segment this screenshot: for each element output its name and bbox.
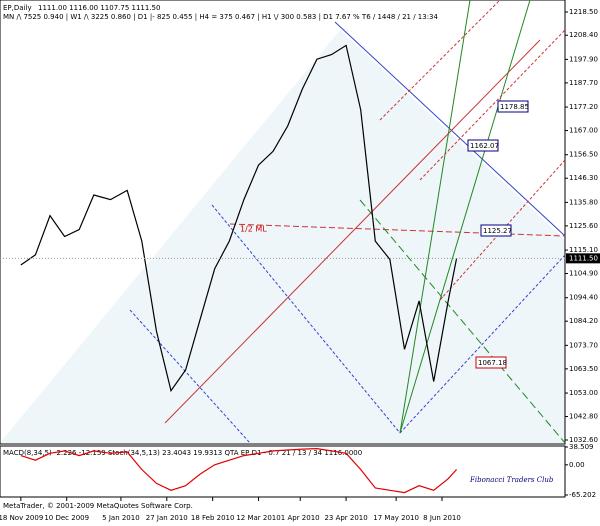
fan-line <box>399 0 471 434</box>
y-tick-label: 1208.40 <box>569 31 598 39</box>
fan-line <box>439 159 566 301</box>
y-tick-label: 1053.00 <box>569 389 598 397</box>
x-tick-label: 18 Nov 2009 <box>0 514 43 522</box>
y-tick-label: 1177.20 <box>569 103 598 111</box>
x-tick-label: 1 Apr 2010 <box>281 514 320 522</box>
series-line <box>20 44 458 393</box>
series-line <box>20 447 458 494</box>
x-tick-label: 27 Jan 2010 <box>146 514 188 522</box>
median-line <box>211 204 401 434</box>
median-line <box>399 254 566 434</box>
x-tick-label: 12 Mar 2010 <box>236 514 280 522</box>
y-tick-label: 1073.70 <box>569 341 598 349</box>
fan-line <box>359 199 566 444</box>
y-tick-label: 1042.80 <box>569 413 598 421</box>
y-tick-label: 38.509 <box>569 443 594 451</box>
y-tick-label: 1167.00 <box>569 127 598 135</box>
panel-frame <box>0 445 566 498</box>
chart-title: EP,Daily <box>3 4 32 12</box>
y-tick-label: 1197.90 <box>569 55 598 63</box>
y-tick-label: 1156.50 <box>569 151 598 159</box>
y-tick-label: 1094.40 <box>569 294 598 302</box>
last-price-label: 1111.50 <box>569 254 598 262</box>
y-tick-label: 1146.30 <box>569 174 598 182</box>
last-price-box <box>566 253 600 264</box>
y-tick-label: 1084.20 <box>569 317 598 325</box>
x-tick-label: 23 Apr 2010 <box>324 514 367 522</box>
y-tick-label: 1032.60 <box>569 436 598 444</box>
y-tick-label: 1135.80 <box>569 198 598 206</box>
fan-line <box>379 0 501 121</box>
ohlc: 1111.00 1116.00 1107.75 1111.50 <box>38 4 160 12</box>
price-boxes: 1178.85 1162.07 1125.27 1067.18 <box>467 100 529 369</box>
y-tick-label: 1063.50 <box>569 365 598 373</box>
y-tick-label: 1104.90 <box>569 270 598 278</box>
x-tick-label: 5 Jan 2010 <box>102 514 140 522</box>
price-box <box>497 100 529 113</box>
x-tick-label: 18 Feb 2010 <box>191 514 235 522</box>
price-label: 1178.85 <box>500 103 529 111</box>
plot-frame <box>0 0 566 445</box>
info-line: MN /\ 7525 0.940 | W1 /\ 3225 0.860 | D1… <box>3 13 439 21</box>
trend-lines <box>129 0 566 444</box>
price-label: 1162.07 <box>470 142 499 150</box>
x-tick-label: 10 Dec 2009 <box>44 514 89 522</box>
price-label: 1125.27 <box>483 227 512 235</box>
x-tick-label: 17 May 2010 <box>373 514 419 522</box>
median-line <box>164 39 541 424</box>
footer-brand: Fibonacci Traders Club <box>469 476 554 484</box>
y-tick-label: -65.202 <box>569 491 596 499</box>
fan-area <box>0 30 565 443</box>
y-tick-label: 1125.60 <box>569 222 598 230</box>
annotation: 1/2 ML <box>240 225 267 234</box>
panel-title: MACD(8,34,5) -2.226 -12.159 Stoch(34,5,1… <box>3 449 362 457</box>
y-tick-label: 1218.50 <box>569 8 598 16</box>
fan-line <box>399 0 531 434</box>
price-box <box>480 224 512 237</box>
x-tick-label: 8 Jun 2010 <box>423 514 461 522</box>
y-tick-label: 0.00 <box>569 461 585 469</box>
price-box <box>475 356 507 369</box>
y-tick-label: 1187.70 <box>569 79 598 87</box>
price-box <box>467 139 499 152</box>
y-tick-label: 1115.10 <box>569 246 598 254</box>
credit: MetaTrader, © 2001-2009 MetaQuotes Softw… <box>3 502 193 510</box>
price-label: 1067.18 <box>478 359 507 367</box>
median-line <box>334 21 566 237</box>
